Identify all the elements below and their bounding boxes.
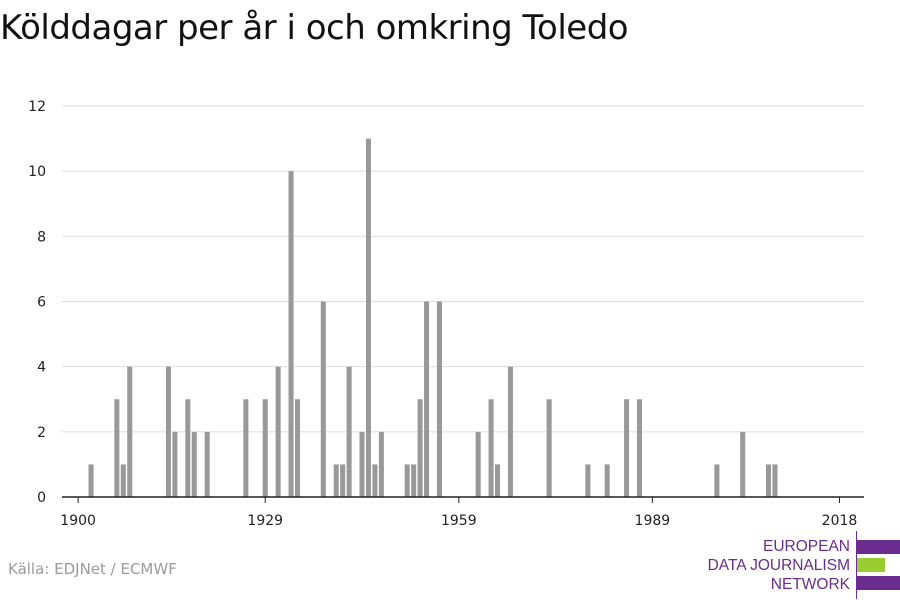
logo-bar-purple-bottom bbox=[857, 576, 900, 590]
bar-1947 bbox=[378, 431, 384, 497]
y-tick-label: 2 bbox=[37, 425, 46, 441]
bar-1944 bbox=[359, 431, 365, 497]
bar-1979 bbox=[585, 464, 591, 497]
x-tick-label: 2018 bbox=[822, 513, 858, 529]
y-tick-label: 6 bbox=[37, 295, 46, 311]
bar-1918 bbox=[191, 431, 197, 497]
bar-chart: 0 2 4 6 8 10 12 1900 1929 1959 1989 2018 bbox=[28, 99, 864, 529]
x-tick-label: 1989 bbox=[635, 513, 671, 529]
bar-1987 bbox=[636, 399, 642, 497]
y-tick-label: 10 bbox=[28, 164, 46, 180]
logo-bar-purple-top bbox=[857, 540, 900, 554]
source-note: Källa: EDJNet / ECMWF bbox=[8, 560, 177, 578]
bar-1962 bbox=[475, 431, 481, 497]
bar-1951 bbox=[404, 464, 410, 497]
x-tick-label: 1959 bbox=[441, 513, 477, 529]
chart-title: Kölddagar per år i och omkring Toledo bbox=[0, 8, 629, 48]
y-tick-labels: 0 2 4 6 8 10 12 bbox=[28, 99, 46, 506]
bar-1941 bbox=[340, 464, 346, 497]
bar-1931 bbox=[275, 366, 281, 497]
bar-1917 bbox=[185, 399, 191, 497]
y-tick-label: 0 bbox=[37, 490, 46, 506]
bar-1914 bbox=[165, 366, 171, 497]
bar-1954 bbox=[424, 301, 430, 497]
bar-1934 bbox=[294, 399, 301, 497]
bar-1952 bbox=[411, 464, 417, 497]
bar-1920 bbox=[204, 431, 210, 497]
bar-1933 bbox=[288, 171, 294, 497]
logo-line-2: DATA JOURNALISM bbox=[707, 557, 850, 574]
bar-1907 bbox=[120, 464, 126, 497]
bar-1965 bbox=[495, 464, 501, 497]
x-tick-label: 1929 bbox=[247, 513, 283, 529]
bar-1940 bbox=[333, 464, 339, 497]
bar-1926 bbox=[243, 399, 249, 497]
y-tick-label: 8 bbox=[37, 229, 46, 245]
bar-1945 bbox=[365, 138, 371, 498]
bar-2003 bbox=[740, 431, 746, 497]
logo-divider bbox=[856, 531, 857, 599]
bar-1942 bbox=[346, 366, 352, 497]
x-ticks: 1900 1929 1959 1989 2018 bbox=[60, 497, 857, 529]
y-tick-label: 12 bbox=[28, 99, 46, 115]
bar-1982 bbox=[604, 464, 610, 497]
gridlines bbox=[62, 105, 864, 433]
bars bbox=[88, 138, 778, 498]
bar-1956 bbox=[436, 301, 442, 497]
bar-1915 bbox=[172, 431, 178, 497]
logo-bar-green bbox=[857, 558, 885, 572]
bar-1985 bbox=[624, 399, 630, 497]
bar-2008 bbox=[772, 464, 778, 497]
bar-1946 bbox=[372, 464, 378, 497]
bar-1964 bbox=[488, 399, 494, 497]
bar-1929 bbox=[262, 399, 268, 497]
bar-1999 bbox=[714, 464, 720, 497]
x-tick-label: 1900 bbox=[60, 513, 96, 529]
bar-1967 bbox=[507, 366, 513, 497]
bar-1906 bbox=[114, 399, 120, 497]
bar-1938 bbox=[320, 301, 326, 497]
y-tick-label: 4 bbox=[37, 360, 46, 376]
bar-1973 bbox=[546, 399, 552, 497]
logo-line-3: NETWORK bbox=[770, 576, 850, 593]
bar-1908 bbox=[127, 366, 133, 497]
bar-1953 bbox=[417, 399, 423, 497]
edjnet-logo-text: EUROPEAN DATA JOURNALISM NETWORK bbox=[708, 537, 850, 594]
bar-1902 bbox=[88, 464, 94, 497]
logo-line-1: EUROPEAN bbox=[763, 538, 850, 555]
bar-2007 bbox=[765, 464, 772, 497]
